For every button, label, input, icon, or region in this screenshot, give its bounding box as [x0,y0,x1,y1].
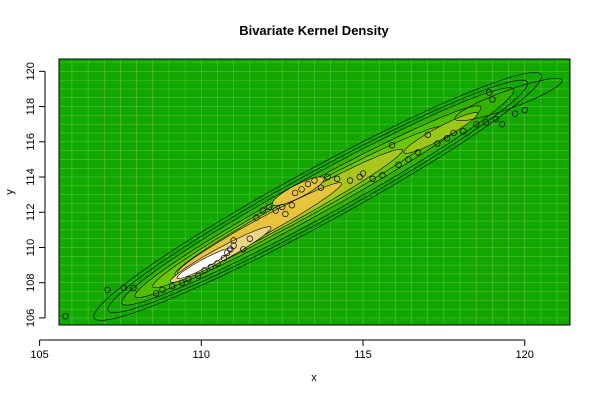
x-tick-label: 110 [193,349,211,361]
data-point [434,140,441,147]
data-point [240,246,247,253]
density-contour-band [272,176,325,206]
data-point [460,128,467,135]
x-axis: 105 110 115 120 [30,339,534,361]
data-point [346,177,354,184]
data-point [178,279,186,286]
data-point [324,173,331,181]
data-point [291,189,299,197]
data-point [259,207,266,214]
x-tick-label: 105 [30,349,48,361]
data-point [492,115,499,123]
data-point [379,172,386,179]
data-point [521,106,528,114]
data-point [159,286,166,293]
data-point [272,207,279,214]
data-point [227,246,234,253]
data-point [388,142,396,149]
y-tick-label: 110 [25,239,37,257]
data-point [395,161,402,168]
data-point [369,175,376,182]
data-point [185,276,192,283]
x-tick-label: 115 [354,349,372,361]
data-point [104,286,111,293]
data-point [443,135,451,142]
data-point [266,203,273,211]
y-tick-label: 114 [25,168,37,186]
data-point [450,129,457,137]
data-point [214,260,221,267]
y-tick-label: 106 [25,309,37,327]
data-point [220,254,228,262]
plot-area [59,59,570,325]
density-contour-band [403,112,478,154]
data-point [120,284,127,292]
density-contour-band [176,247,233,279]
y-axis: 106 108 110 112 114 116 118 120 [25,62,46,327]
data-point [298,186,305,193]
data-point [424,131,431,138]
data-point [485,89,493,96]
data-point [62,313,69,320]
data-point [201,267,208,274]
data-point [473,121,480,128]
data-point [279,203,286,211]
x-axis-label: x [311,372,317,384]
density-contour-line [93,72,542,321]
y-tick-label: 120 [25,62,37,80]
data-point [169,283,176,290]
data-point [230,237,237,244]
x-tick-label: 120 [516,349,534,361]
data-point [511,110,519,117]
data-point [207,263,215,271]
chart-title: Bivariate Kernel Density [239,23,389,38]
data-point [152,290,160,297]
data-point [282,210,289,218]
data-point [317,184,325,191]
data-point [304,180,312,188]
plot-frame [58,58,571,326]
density-contour-line [454,78,563,121]
data-point [130,284,137,292]
data-point [253,214,260,221]
data-point [489,96,496,103]
y-tick-label: 112 [25,204,37,222]
data-point [356,173,363,181]
data-point [405,156,412,163]
data-point [246,235,253,242]
data-point [359,170,367,177]
data-point [333,175,341,182]
y-tick-label: 108 [25,274,37,292]
data-point [288,202,296,209]
y-axis-label: y [4,189,16,195]
data-point [498,121,506,128]
y-tick-label: 116 [25,133,37,151]
data-point [414,149,422,156]
y-tick-label: 118 [25,98,37,116]
data-point [482,119,490,126]
data-point [311,177,318,184]
data-point [224,249,231,256]
density-contour-line [107,79,529,314]
data-point [194,272,202,279]
